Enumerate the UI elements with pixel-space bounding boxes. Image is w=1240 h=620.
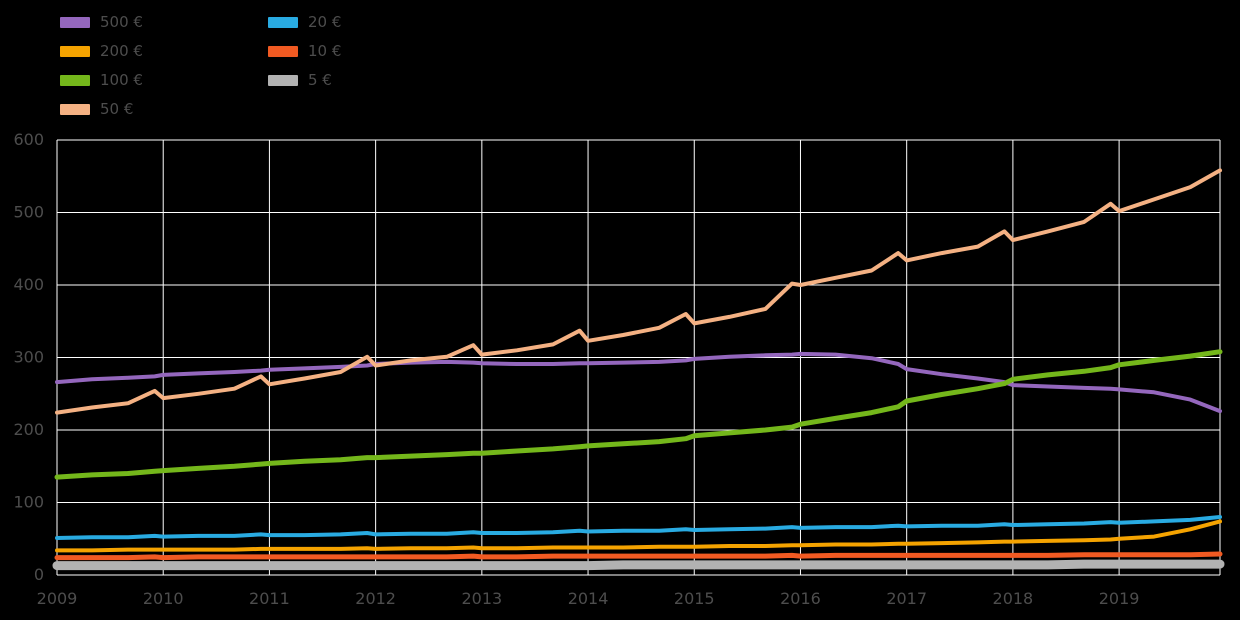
x-tick-label: 2013 [461, 589, 502, 608]
legend-item-500-eur: 500 € [60, 8, 268, 37]
x-tick-label: 2015 [674, 589, 715, 608]
x-tick-label: 2010 [143, 589, 184, 608]
y-tick-label: 600 [13, 130, 44, 149]
legend-label-500-eur: 500 € [100, 13, 143, 31]
x-tick-label: 2019 [1099, 589, 1140, 608]
legend-item-20-eur: 20 € [268, 8, 341, 37]
x-tick-label: 2009 [37, 589, 78, 608]
legend-item-50-eur: 50 € [60, 95, 268, 124]
y-tick-label: 100 [13, 493, 44, 512]
legend-swatch-10-eur [268, 46, 298, 57]
series-line-50-eur [55, 168, 1222, 415]
legend-swatch-50-eur [60, 104, 90, 115]
legend-label-20-eur: 20 € [308, 13, 342, 31]
x-tick-label: 2017 [886, 589, 927, 608]
legend-label-200-eur: 200 € [100, 42, 143, 60]
legend-item-100-eur: 100 € [60, 66, 268, 95]
legend-swatch-200-eur [60, 46, 90, 57]
y-tick-label: 300 [13, 348, 44, 367]
series-line-500-eur [55, 351, 1222, 414]
x-tick-label: 2018 [993, 589, 1034, 608]
legend-item-200-eur: 200 € [60, 37, 268, 66]
legend-label-100-eur: 100 € [100, 71, 143, 89]
grid [56, 139, 1221, 576]
x-tick-label: 2011 [249, 589, 290, 608]
chart-legend: 500 € 200 € 100 € 50 € 20 € 10 € 5 € [60, 8, 341, 124]
legend-label-50-eur: 50 € [100, 100, 134, 118]
legend-swatch-100-eur [60, 75, 90, 86]
legend-label-10-eur: 10 € [308, 42, 342, 60]
legend-column-1: 500 € 200 € 100 € 50 € [60, 8, 268, 124]
x-tick-label: 2016 [780, 589, 821, 608]
legend-swatch-5-eur [268, 75, 298, 86]
x-tick-label: 2012 [355, 589, 396, 608]
series-line-200-eur [55, 519, 1222, 553]
y-tick-label: 0 [34, 565, 44, 584]
axis-tick-labels: 2009 2010 2011 2012 2013 2014 2015 2016 2017 2018… [13, 130, 1139, 608]
legend-column-2: 20 € 10 € 5 € [268, 8, 341, 124]
legend-swatch-20-eur [268, 17, 298, 28]
series-line-5-eur [52, 559, 1225, 571]
legend-item-10-eur: 10 € [268, 37, 341, 66]
y-tick-label: 400 [13, 275, 44, 294]
legend-swatch-500-eur [60, 17, 90, 28]
series-line-100-eur [54, 349, 1223, 480]
x-tick-label: 2014 [568, 589, 609, 608]
y-tick-label: 200 [13, 420, 44, 439]
legend-item-5-eur: 5 € [268, 66, 341, 95]
legend-label-5-eur: 5 € [308, 71, 332, 89]
series-line-20-eur [55, 515, 1222, 540]
y-tick-label: 500 [13, 203, 44, 222]
series-line-10-eur [54, 551, 1223, 561]
